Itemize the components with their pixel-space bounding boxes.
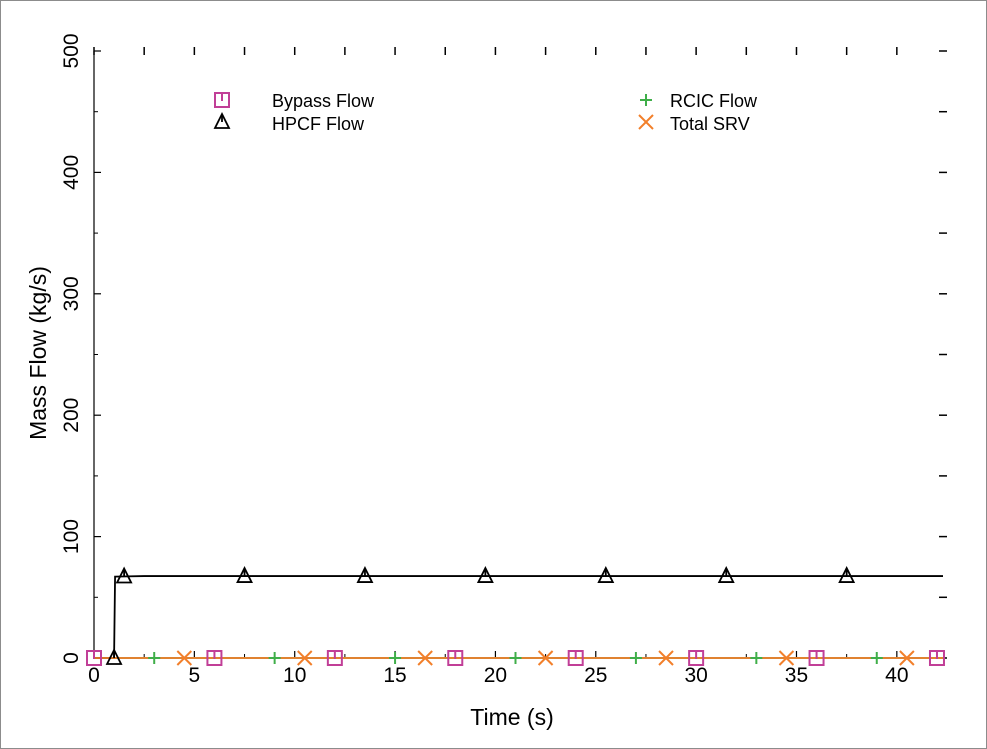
- legend-marker-total-srv: [638, 114, 654, 130]
- legend-label-rcic-flow: RCIC Flow: [670, 91, 758, 111]
- y-tick-label: 400: [60, 155, 83, 190]
- x-tick-label: 5: [189, 664, 201, 687]
- marker-triangle-shape: [838, 566, 856, 583]
- series-line-hpcf-flow: [94, 575, 943, 659]
- marker-x-b: [297, 650, 313, 666]
- x-tick-label: 15: [383, 664, 406, 687]
- data-point-hpcf-flow: [476, 566, 494, 583]
- y-tick-label: 100: [60, 519, 83, 554]
- marker-x-b: [638, 114, 654, 130]
- data-point-bypass-flow: [447, 650, 464, 666]
- legend-symbol-bypass-flow: [214, 92, 230, 108]
- data-point-total-srv: [658, 650, 674, 666]
- x-tick-label: 0: [88, 664, 100, 687]
- marker-triangle-shape: [356, 566, 374, 583]
- legend-item-total-srv: Total SRV: [638, 114, 750, 134]
- legend-item-rcic-flow: RCIC Flow: [640, 91, 758, 111]
- legend-item-bypass-flow: Bypass Flow: [214, 91, 375, 111]
- legend-symbol-rcic-flow: [640, 94, 652, 106]
- legend-symbol-hpcf-flow: [213, 111, 231, 129]
- marker-triangle-shape: [213, 111, 231, 129]
- data-point-total-srv: [778, 650, 795, 666]
- data-point-total-srv: [899, 650, 915, 666]
- y-tick-label: 300: [60, 276, 83, 311]
- marker-x-b: [176, 650, 193, 666]
- data-point-total-srv: [176, 650, 193, 666]
- series-lines-group: [94, 575, 943, 659]
- data-point-bypass-flow: [688, 650, 705, 666]
- x-tick-label: 35: [785, 664, 808, 687]
- marker-triangle-shape: [476, 566, 494, 583]
- x-tick-label: 30: [684, 664, 707, 687]
- marker-x-b: [778, 650, 795, 666]
- data-point-hpcf-flow: [105, 647, 123, 665]
- data-point-rcic-flow: [389, 652, 402, 664]
- legend-item-hpcf-flow: HPCF Flow: [213, 111, 365, 134]
- legend-marker-rcic-flow: [640, 94, 652, 106]
- legend-label-bypass-flow: Bypass Flow: [272, 91, 375, 111]
- marker-x-b: [899, 650, 915, 666]
- data-point-rcic-flow: [870, 652, 883, 664]
- data-point-rcic-flow: [268, 652, 281, 664]
- data-point-total-srv: [537, 650, 554, 666]
- x-tick-label: 40: [885, 664, 908, 687]
- data-point-hpcf-flow: [717, 566, 735, 583]
- data-point-hpcf-flow: [236, 566, 253, 583]
- legend-symbol-total-srv: [638, 114, 654, 130]
- legend-marker-bypass-flow: [214, 92, 230, 108]
- data-point-rcic-flow: [750, 652, 763, 664]
- marker-triangle-shape: [597, 566, 615, 583]
- y-tick-label: 500: [60, 33, 83, 68]
- y-axis-title: Mass Flow (kg/s): [25, 266, 51, 440]
- x-tick-label: 20: [484, 664, 507, 687]
- legend: Bypass Flow RCIC Flow HPCF Flow Total SR…: [213, 91, 758, 134]
- x-tick-label: 10: [283, 664, 306, 687]
- marker-x-b: [658, 650, 674, 666]
- marker-x-b: [417, 650, 433, 666]
- markers-group: [86, 566, 945, 666]
- data-point-bypass-flow: [928, 650, 945, 666]
- y-tick-label: 0: [60, 652, 83, 664]
- legend-label-hpcf-flow: HPCF Flow: [272, 114, 365, 134]
- data-point-bypass-flow: [206, 650, 223, 666]
- data-point-hpcf-flow: [597, 566, 615, 583]
- marker-x-b: [537, 650, 554, 666]
- data-point-rcic-flow: [509, 652, 522, 664]
- data-point-hpcf-flow: [115, 566, 133, 584]
- data-point-rcic-flow: [629, 652, 642, 664]
- data-point-bypass-flow: [808, 650, 825, 666]
- y-tick-label: 200: [60, 398, 83, 433]
- x-axis-title: Time (s): [470, 704, 553, 730]
- data-point-hpcf-flow: [838, 566, 856, 583]
- legend-marker-hpcf-flow: [213, 111, 231, 129]
- marker-triangle-shape: [115, 566, 133, 584]
- marker-triangle-shape: [236, 566, 253, 583]
- data-point-hpcf-flow: [356, 566, 374, 583]
- data-point-total-srv: [417, 650, 433, 666]
- data-point-bypass-flow: [326, 650, 343, 666]
- data-point-rcic-flow: [148, 652, 161, 664]
- legend-label-total-srv: Total SRV: [670, 114, 750, 134]
- data-point-total-srv: [297, 650, 313, 666]
- data-point-bypass-flow: [567, 650, 584, 666]
- x-tick-label: 25: [584, 664, 607, 687]
- marker-triangle-shape: [105, 647, 123, 665]
- data-point-bypass-flow: [86, 650, 102, 666]
- marker-triangle-shape: [717, 566, 735, 583]
